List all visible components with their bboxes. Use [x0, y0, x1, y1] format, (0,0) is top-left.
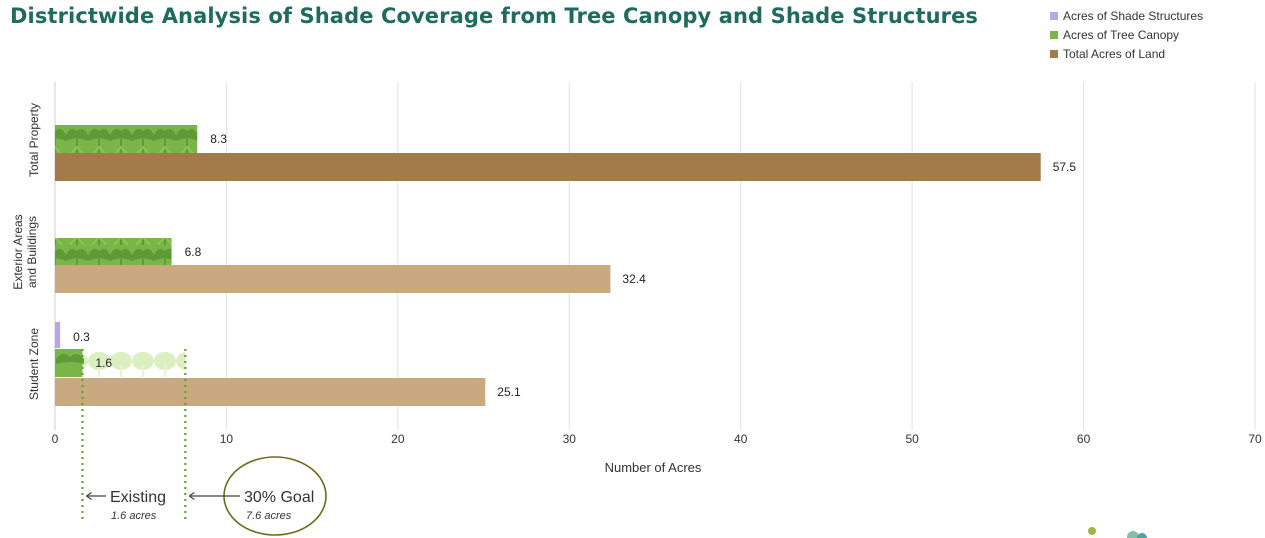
chart-title: Districtwide Analysis of Shade Coverage …: [10, 4, 979, 28]
data-label-tree-canopy: 1.6: [95, 356, 112, 370]
legend-label-total-land: Total Acres of Land: [1063, 46, 1166, 61]
data-label-total-land: 57.5: [1053, 160, 1077, 174]
existing-sub-label: 1.6 acres: [111, 510, 157, 522]
category-label: Student Zone: [27, 328, 41, 400]
decorative-dots: [1088, 527, 1147, 538]
existing-arrow-head: [86, 492, 92, 500]
legend-swatch-tree-canopy: [1050, 30, 1058, 39]
bar-total-land: [55, 265, 611, 293]
legend-item-shade-structures: Acres of Shade Structures: [1050, 6, 1203, 25]
legend: Acres of Shade Structures Acres of Tree …: [1050, 6, 1203, 63]
category-label-line: and Buildings: [25, 216, 39, 288]
bar-tree-canopy: [55, 125, 198, 153]
data-label-total-land: 32.4: [622, 272, 646, 286]
bar-total-land: [55, 153, 1041, 181]
goal-arrow-head: [188, 492, 195, 500]
legend-label-shade-structures: Acres of Shade Structures: [1063, 8, 1204, 23]
annotation-layer: Existing 1.6 acres 30% Goal 7.6 acres: [81, 349, 327, 536]
legend-item-total-land: Total Acres of Land: [1050, 44, 1203, 63]
bar-shade-structures: [55, 322, 61, 348]
category-label: Total Property: [27, 103, 41, 177]
data-label-total-land: 25.1: [497, 385, 521, 399]
x-tick-label: 70: [1248, 432, 1262, 446]
category-label-line: Total Property: [27, 103, 41, 177]
legend-item-tree-canopy: Acres of Tree Canopy: [1050, 25, 1203, 44]
x-tick-label: 0: [52, 432, 59, 446]
legend-swatch-total-land: [1050, 49, 1058, 58]
bars-layer: [55, 125, 1041, 406]
goal-projection-bar: [82, 349, 186, 377]
x-tick-label: 60: [1077, 432, 1091, 446]
bar-tree-canopy-texture: [56, 353, 84, 364]
x-tick-label: 20: [391, 432, 405, 446]
x-axis-title: Number of Acres: [605, 460, 702, 475]
bar-tree-canopy: [55, 238, 172, 266]
category-label-line: Student Zone: [27, 328, 41, 400]
goal-label: 30% Goal: [244, 489, 314, 506]
category-label: Exterior Areas and Buildings: [11, 214, 39, 289]
grid-layer: [54, 82, 1256, 430]
bar-total-land: [55, 378, 486, 406]
existing-label: Existing: [110, 489, 166, 506]
x-tick-label: 30: [563, 432, 577, 446]
x-tick-label: 50: [905, 432, 919, 446]
data-label-tree-canopy: 6.8: [185, 245, 202, 259]
data-label-tree-canopy: 8.3: [210, 132, 227, 146]
labels-layer: 0 10 20 30 40 50 60 70 Total Property Exterior Ar…: [11, 103, 1262, 446]
data-label-shade-structures: 0.3: [73, 330, 90, 344]
legend-swatch-shade-structures: [1050, 11, 1058, 20]
category-label-line: Exterior Areas: [11, 214, 25, 289]
x-tick-label: 10: [220, 432, 234, 446]
x-tick-label: 40: [734, 432, 748, 446]
goal-sub-label: 7.6 acres: [246, 510, 292, 522]
legend-label-tree-canopy: Acres of Tree Canopy: [1063, 27, 1180, 42]
